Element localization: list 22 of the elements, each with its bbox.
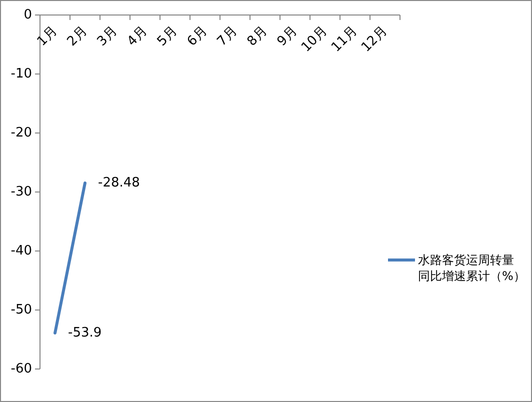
- legend-label: 水路客货运周转量同比增速累计（%）: [418, 253, 526, 283]
- y-tick-label: -40: [10, 244, 32, 258]
- x-tick-label: 5月: [154, 24, 180, 50]
- x-tick-label: 4月: [124, 24, 150, 50]
- y-tick-label: -60: [10, 362, 32, 376]
- x-tick-label: 9月: [274, 24, 300, 50]
- y-tick-label: -10: [10, 66, 32, 82]
- x-tick-label: 7月: [214, 24, 240, 50]
- data-label: -53.9: [68, 326, 102, 341]
- x-tick-label: 1月: [34, 24, 60, 50]
- x-tick-label: 3月: [94, 24, 120, 50]
- x-tick-label: 6月: [184, 24, 210, 50]
- data-label: -28.48: [98, 176, 140, 191]
- y-tick-label: -20: [10, 126, 32, 140]
- y-tick-label: -50: [10, 302, 32, 318]
- x-tick-label: 10月: [298, 24, 330, 56]
- x-tick-label: 2月: [64, 24, 90, 50]
- x-tick-label: 12月: [358, 24, 390, 56]
- y-tick-label: 0: [24, 8, 32, 22]
- x-tick-label: 8月: [244, 24, 270, 50]
- y-tick-label: -30: [10, 184, 32, 200]
- x-tick-label: 11月: [328, 24, 360, 56]
